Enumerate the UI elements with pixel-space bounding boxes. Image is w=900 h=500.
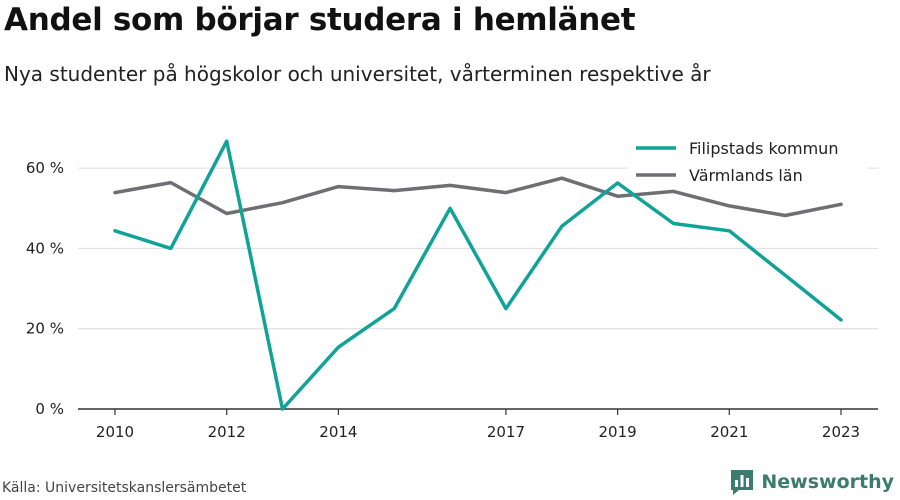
- source-note: Källa: Universitetskanslersämbetet: [2, 480, 247, 496]
- brand-name: Newsworthy: [761, 471, 894, 493]
- bar-chart-logo-icon: [731, 470, 754, 495]
- series-line: [113, 139, 843, 411]
- series-line: [113, 176, 843, 218]
- x-tick-label: 2014: [319, 423, 357, 441]
- y-tick-label: 40 %: [26, 239, 64, 257]
- line-chart: 0 % 20 % 40 % 60 % 2010 2012 2014 2017 2019 2021 2…: [25, 134, 878, 441]
- chart-subtitle: Nya studenter på högskolor och universit…: [4, 62, 711, 86]
- y-tick-label: 0 %: [35, 400, 64, 418]
- y-tick-label: 60 %: [26, 159, 64, 177]
- x-tick-label: 2012: [208, 423, 246, 441]
- x-tick-label: 2019: [599, 423, 637, 441]
- x-tick-label: 2021: [710, 423, 748, 441]
- x-tick-label: 2010: [96, 423, 134, 441]
- legend-label: Värmlands län: [689, 166, 803, 185]
- x-tick-label: 2023: [822, 423, 860, 441]
- brand-logo: Newsworthy: [729, 468, 894, 496]
- legend-label: Filipstads kommun: [689, 139, 838, 158]
- x-tick-label: 2017: [487, 423, 525, 441]
- chart-title: Andel som börjar studera i hemlänet: [4, 2, 636, 38]
- legend-background: [628, 134, 868, 186]
- y-tick-label: 20 %: [26, 320, 64, 338]
